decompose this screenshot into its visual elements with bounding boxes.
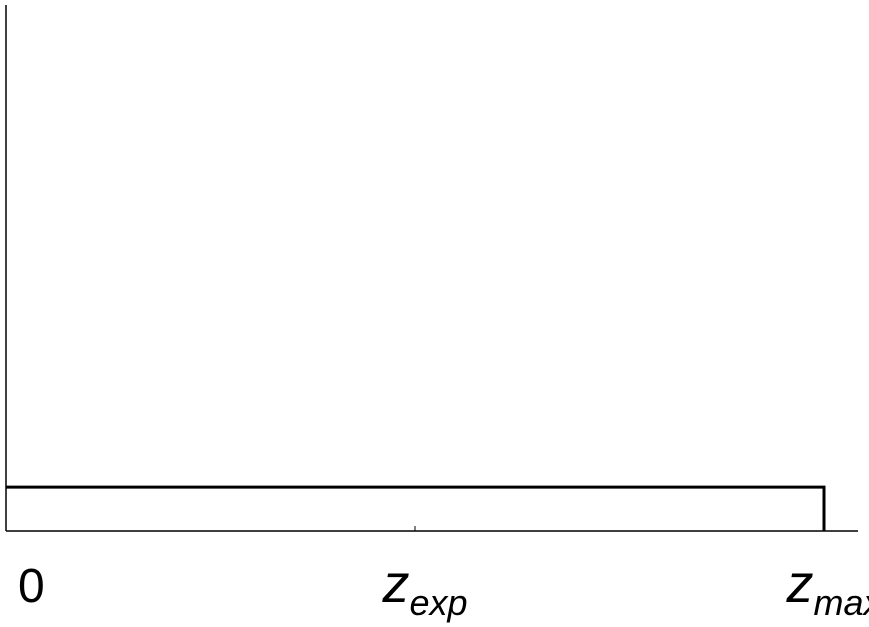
chart-marks bbox=[6, 485, 826, 531]
x-tick-labels: 0zexpzmax bbox=[18, 554, 869, 623]
x-tick-label-1: zexp bbox=[381, 554, 467, 623]
x-tick-label-subscript: max bbox=[813, 582, 869, 623]
series-line-0 bbox=[6, 485, 826, 531]
x-tick-label-2: zmax bbox=[785, 554, 869, 623]
x-tick-label-subscript: exp bbox=[409, 582, 467, 623]
x-tick-label-base: z bbox=[381, 554, 409, 614]
x-tick-label-base: z bbox=[785, 554, 813, 614]
x-tick-label-0: 0 bbox=[18, 560, 45, 613]
